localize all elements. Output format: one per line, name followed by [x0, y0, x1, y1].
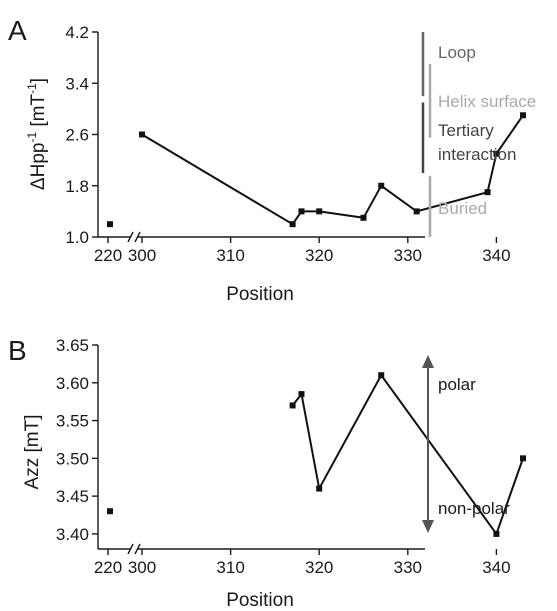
b-y-tick-label: 3.55 [56, 412, 89, 431]
a-x-tick-label: 320 [305, 246, 333, 265]
b-x-tick-label: 320 [305, 558, 333, 577]
panel-b-axes [97, 345, 425, 555]
a-data-point [378, 182, 385, 189]
a-y-tick-label: 1.0 [65, 228, 89, 247]
a-data-point [519, 112, 526, 119]
b-data-point [107, 508, 113, 515]
panel-a-regions: Loop Helix surface Tertiary interaction Buri… [421, 32, 536, 237]
panel-a-ticks: 1.0 1.8 2.6 3.4 4.2 220 300 310 320 330 340 [65, 23, 510, 265]
panel-b-ticks: 3.40 3.45 3.50 3.55 3.60 3.65 220 300 310 320 330 3… [56, 336, 511, 577]
a-x-tick-label: 310 [216, 246, 244, 265]
b-axis-break-mark [127, 543, 134, 555]
region-label-2: Tertiary [438, 121, 494, 140]
a-y-tick-label: 1.8 [65, 177, 89, 196]
b-data-point [493, 530, 500, 537]
b-data-point [378, 372, 385, 379]
b-y-tick-label: 3.40 [56, 525, 89, 544]
b-data-point [316, 485, 323, 492]
a-data-point [413, 208, 420, 215]
polarity-arrow-head-down [422, 520, 434, 533]
polar-label: polar [438, 375, 476, 394]
panel-a-series [107, 112, 526, 228]
panel-a-xlabel: Position [226, 284, 294, 305]
a-data-point [484, 189, 491, 196]
panel-a: A ΔHpp-1 [mT-1] Position 1.0 1.8 2.6 3.4 4.2… [8, 15, 536, 305]
b-y-tick-label: 3.60 [56, 374, 89, 393]
region-label-2-line2: interaction [438, 145, 516, 164]
a-x-tick-label: 340 [482, 246, 510, 265]
polarity-arrow-head-up [422, 355, 434, 368]
b-axis-break-mark [134, 543, 141, 555]
a-x-tick-label: 330 [394, 246, 422, 265]
b-data-point [289, 402, 296, 409]
a-x-tick-label: 300 [128, 246, 156, 265]
region-label-3: Buried [438, 199, 487, 218]
region-label-0: Loop [438, 43, 476, 62]
b-y-tick-label: 3.45 [56, 487, 89, 506]
b-data-point [519, 455, 526, 462]
b-x-tick-label: 310 [216, 558, 244, 577]
b-data-point [298, 391, 305, 398]
a-data-point [493, 150, 500, 157]
a-series-line [141, 114, 524, 226]
a-data-point [289, 221, 296, 228]
panel-b: B Azz [mT] Position 3.40 3.45 3.50 3.55 3.60… [8, 335, 526, 611]
b-y-tick-label: 3.65 [56, 336, 89, 355]
b-x-tick-label: 220 [94, 558, 122, 577]
a-data-point [360, 214, 367, 221]
panel-a-letter: A [8, 15, 27, 46]
a-data-point [107, 221, 113, 228]
a-axis-break-mark [134, 231, 141, 243]
b-y-tick-label: 3.50 [56, 449, 89, 468]
panel-b-ylabel: Azz [mT] [22, 415, 43, 490]
non-polar-label: non-polar [438, 499, 510, 518]
region-label-1: Helix surface [438, 92, 536, 111]
b-x-tick-label: 340 [482, 558, 510, 577]
panel-b-polarity-arrow: polar non-polar [422, 355, 510, 533]
b-x-tick-label: 330 [394, 558, 422, 577]
a-y-tick-label: 3.4 [65, 74, 89, 93]
a-y-tick-label: 2.6 [65, 126, 89, 145]
a-x-tick-label: 220 [94, 246, 122, 265]
a-data-point [298, 208, 305, 215]
a-data-point [139, 131, 145, 138]
panel-a-ylabel: ΔHpp-1 [mT-1] [25, 78, 49, 190]
a-axis-break-mark [127, 231, 134, 243]
a-data-point [316, 208, 323, 215]
panel-b-xlabel: Position [226, 590, 294, 611]
b-x-tick-label: 300 [128, 558, 156, 577]
panel-b-letter: B [8, 335, 27, 366]
panel-b-series [107, 372, 526, 537]
a-y-tick-label: 4.2 [65, 23, 89, 42]
